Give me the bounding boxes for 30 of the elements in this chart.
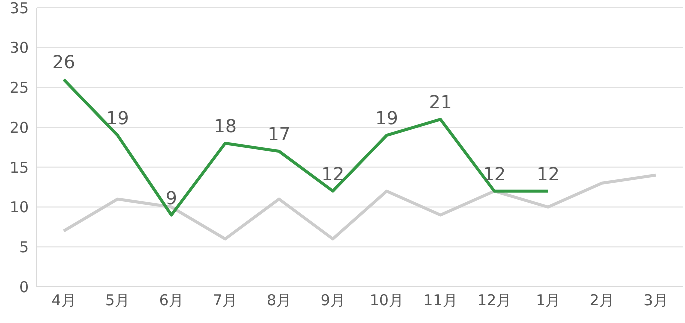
data-label: 21 (429, 92, 452, 114)
y-tick-label: 15 (10, 158, 29, 177)
y-tick-label: 35 (10, 0, 29, 18)
data-label: 9 (166, 188, 178, 210)
x-tick-label: 6月 (159, 292, 184, 310)
y-tick-label: 10 (10, 198, 29, 217)
y-tick-label: 5 (19, 238, 29, 256)
x-tick-label: 11月 (424, 292, 458, 310)
data-label: 19 (375, 108, 398, 130)
x-tick-label: 8月 (267, 292, 292, 310)
x-tick-label: 7月 (213, 292, 238, 310)
x-tick-label: 12月 (478, 292, 512, 310)
data-label: 19 (106, 108, 130, 130)
data-label: 12 (536, 164, 560, 186)
x-tick-label: 3月 (644, 292, 668, 310)
data-label: 26 (52, 52, 76, 74)
x-tick-label: 4月 (52, 292, 76, 310)
data-label: 17 (268, 124, 291, 146)
data-label: 12 (483, 164, 506, 186)
y-tick-label: 20 (10, 118, 29, 137)
x-tick-label: 10月 (370, 292, 404, 310)
x-tick-label: 1月 (536, 292, 561, 310)
y-tick-label: 30 (10, 39, 29, 58)
x-tick-label: 5月 (106, 292, 130, 310)
x-tick-label: 9月 (320, 292, 346, 310)
data-label: 18 (214, 116, 237, 138)
data-label: 12 (322, 164, 345, 186)
y-tick-label: 25 (10, 79, 29, 98)
x-tick-label: 2月 (590, 292, 614, 310)
y-tick-label: 0 (19, 278, 29, 296)
